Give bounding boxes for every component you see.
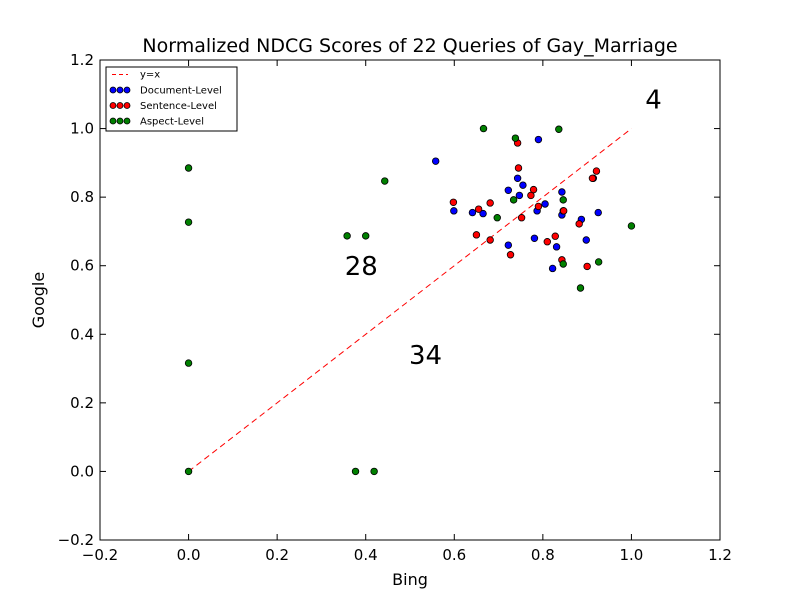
data-point <box>509 196 518 204</box>
data-point <box>534 202 543 211</box>
data-point <box>519 181 527 189</box>
y-axis-label: Google <box>29 272 48 328</box>
data-point <box>541 200 549 208</box>
x-tick-label: −0.2 <box>82 546 118 564</box>
data-point <box>627 222 636 230</box>
data-point <box>517 214 526 222</box>
legend-marker <box>123 86 131 94</box>
data-point <box>514 164 523 172</box>
chart-title: Normalized NDCG Scores of 22 Queries of … <box>142 35 677 57</box>
legend-label: Aspect-Level <box>140 117 204 128</box>
x-tick-label: 0.2 <box>265 546 289 564</box>
data-point <box>506 251 515 259</box>
legend-marker <box>116 117 124 125</box>
data-point <box>504 186 513 194</box>
data-point <box>381 177 389 185</box>
data-point <box>582 236 590 244</box>
series-aspect-level <box>184 124 636 476</box>
x-tick-label: 0.4 <box>354 546 378 564</box>
data-point <box>552 243 561 251</box>
reference-line-y-equals-x <box>188 128 632 472</box>
data-point <box>184 218 193 226</box>
legend-label: y=x <box>140 70 160 81</box>
data-point <box>370 467 378 476</box>
x-tick-label: 1.2 <box>708 546 732 564</box>
data-point <box>474 205 483 213</box>
data-point <box>594 208 602 217</box>
data-point <box>588 174 597 182</box>
x-tick-label: 0.6 <box>442 546 466 564</box>
data-point <box>559 207 568 215</box>
data-point <box>555 125 563 133</box>
data-point <box>511 134 520 142</box>
data-point <box>184 467 193 476</box>
data-point <box>472 231 481 239</box>
y-tick-label: 0.4 <box>70 325 94 343</box>
data-point <box>576 284 585 292</box>
legend-marker <box>109 102 117 109</box>
x-tick-label: 1.0 <box>619 546 643 564</box>
axis-ticks: −0.2 0.0 0.2 0.4 0.6 0.8 1.0 1.2 −0.2 0.0 0.2 0.4 0.… <box>58 51 732 564</box>
y-tick-label: −0.2 <box>58 531 94 549</box>
data-point <box>513 174 522 182</box>
data-point <box>551 232 559 240</box>
legend-marker <box>116 102 124 109</box>
x-tick-label: 0.0 <box>177 546 201 564</box>
y-tick-label: 0.0 <box>70 462 94 480</box>
data-point <box>504 241 513 249</box>
count-annotation: 34 <box>409 341 442 371</box>
legend-marker <box>116 86 124 94</box>
data-point <box>184 359 193 367</box>
data-point <box>515 191 524 200</box>
data-point <box>486 236 494 244</box>
data-point <box>575 220 583 228</box>
data-point <box>559 196 567 204</box>
data-point <box>529 185 538 194</box>
legend-marker <box>109 117 117 125</box>
data-point <box>184 164 193 172</box>
data-point <box>592 167 601 175</box>
data-point <box>558 188 566 196</box>
data-point <box>493 214 501 222</box>
count-annotation: 4 <box>645 86 662 116</box>
legend-label: Document-Level <box>140 86 222 97</box>
y-tick-label: 1.0 <box>70 120 94 138</box>
y-tick-label: 0.2 <box>70 394 94 412</box>
legend-marker <box>123 102 131 109</box>
data-point <box>534 135 543 144</box>
series-document-level <box>431 135 602 273</box>
count-annotation: 28 <box>345 252 378 282</box>
data-point <box>450 207 458 215</box>
data-point <box>530 234 539 242</box>
data-point <box>583 262 591 271</box>
data-point <box>449 198 458 206</box>
x-axis-label: Bing <box>392 570 428 589</box>
data-point <box>543 238 551 246</box>
data-point <box>594 258 603 266</box>
legend-label: Sentence-Level <box>140 101 217 112</box>
data-point <box>431 157 440 165</box>
legend-marker <box>123 117 131 125</box>
legend-marker <box>109 86 117 94</box>
data-point <box>362 232 370 240</box>
data-point <box>343 232 351 240</box>
series-sentence-level <box>449 139 601 271</box>
data-point <box>486 199 494 207</box>
y-tick-label: 1.2 <box>70 51 94 69</box>
axes-frame <box>99 59 721 541</box>
data-point <box>479 124 488 133</box>
data-point <box>351 467 360 476</box>
data-point <box>559 260 567 268</box>
data-point <box>468 208 477 217</box>
data-point <box>479 209 487 218</box>
y-tick-label: 0.8 <box>70 188 94 206</box>
legend: y=x Document-Level Sentence-Level Aspect-Le… <box>105 66 238 132</box>
data-point <box>548 264 557 273</box>
y-tick-label: 0.6 <box>70 257 94 275</box>
x-tick-label: 0.8 <box>531 546 555 564</box>
plot-area: 4 28 34 <box>184 86 662 476</box>
